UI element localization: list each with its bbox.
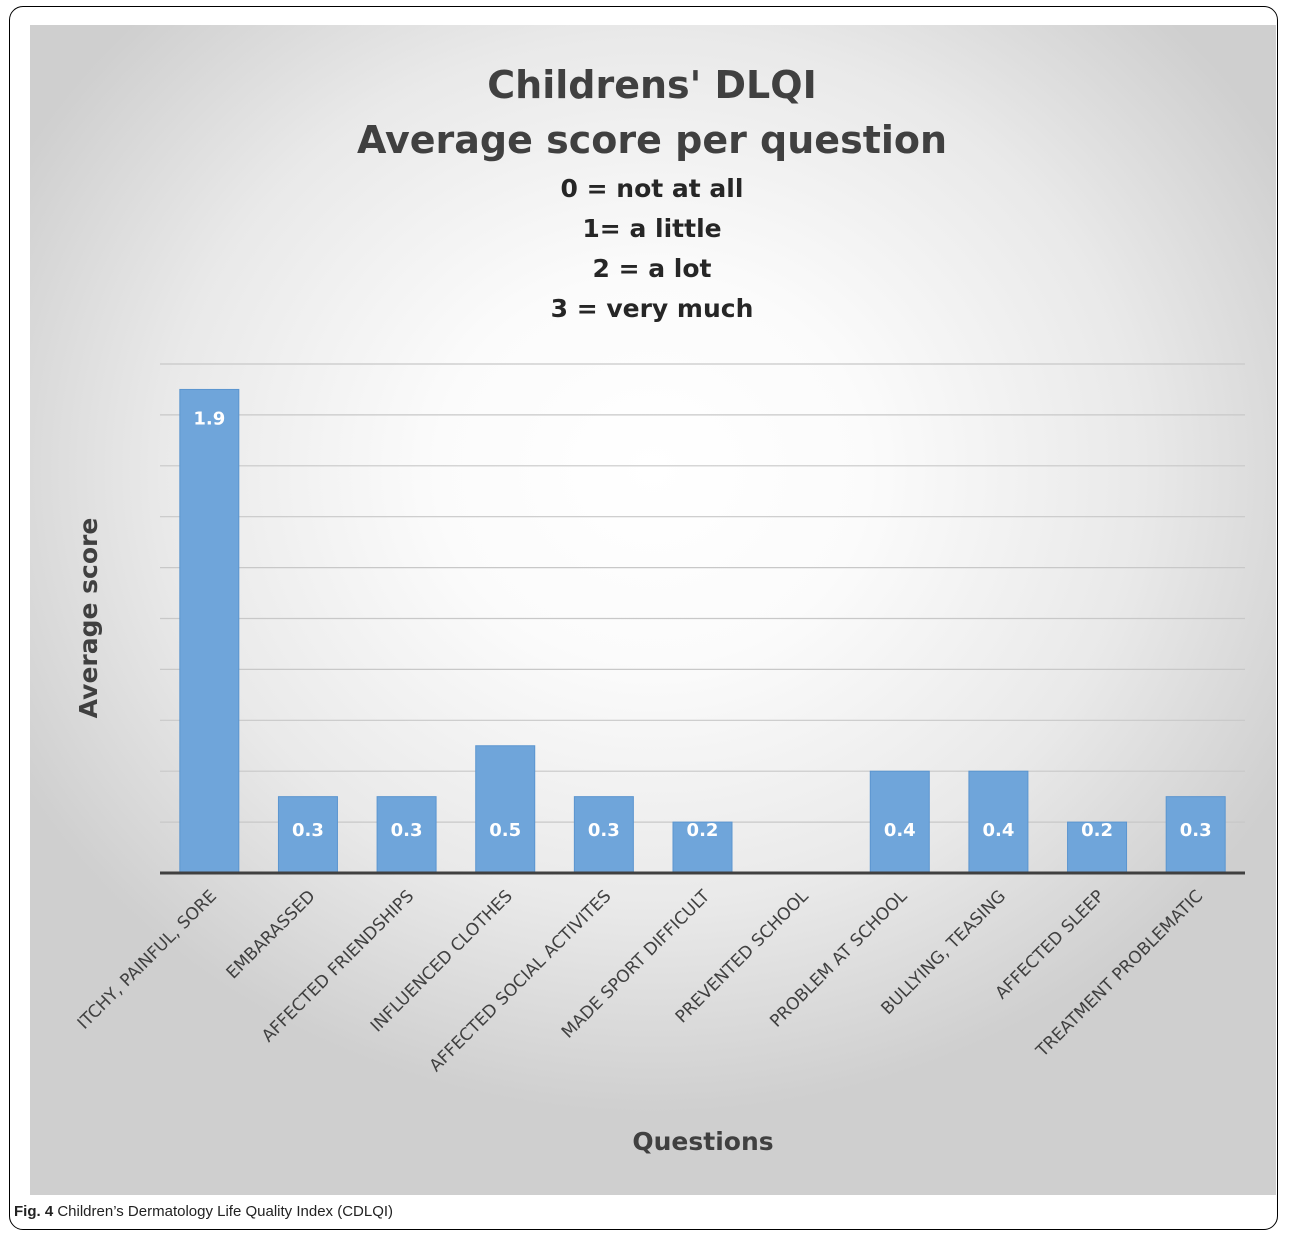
data-label: 0.4 (884, 820, 916, 841)
bar-9 (968, 770, 1029, 874)
data-label: 0.2 (687, 820, 719, 841)
caption-label: Fig. 4 (14, 1203, 54, 1220)
data-label: 0.4 (982, 820, 1014, 841)
chart-title-line-2: Average score per question (357, 118, 947, 162)
data-label: 0.3 (588, 820, 620, 841)
data-label: 0.3 (292, 820, 324, 841)
bar-1 (179, 388, 240, 874)
x-tick-label: AFFECTED SLEEP (992, 886, 1109, 1003)
data-label: 0.2 (1081, 820, 1113, 841)
chart-subtitle-line-2: 1= a little (582, 214, 721, 243)
x-tick-label: ITCHY, PAINFUL, SORE (74, 886, 221, 1033)
bar-10 (1067, 821, 1128, 874)
x-tick-label: EMBARASSED (223, 886, 320, 983)
bar-6 (672, 821, 733, 874)
chart-subtitle-line-1: 0 = not at all (561, 174, 744, 203)
x-axis-title: Questions (632, 1127, 773, 1156)
x-tick-label: AFFECTED SOCIAL ACTIVITES (426, 886, 616, 1076)
chart-subtitle-line-4: 3 = very much (551, 294, 754, 323)
bar-3 (376, 796, 437, 874)
bar-chart: Childrens' DLQI Average score per questio… (74, 63, 1245, 1156)
bar-11 (1165, 796, 1226, 874)
x-tick-label: TREATMENT PROBLEMATIC (1032, 886, 1207, 1061)
data-label: 1.9 (193, 408, 225, 429)
caption-text: Children’s Dermatology Life Quality Inde… (57, 1203, 394, 1220)
bar-4 (475, 745, 536, 874)
data-label: 0.5 (489, 820, 521, 841)
chart-subtitle-line-3: 2 = a lot (592, 254, 711, 283)
y-axis-title: Average score (74, 518, 103, 719)
figure-caption: Fig. 4 Children’s Dermatology Life Quali… (14, 1203, 393, 1220)
data-label: 0.3 (391, 820, 423, 841)
chart-title-line-1: Childrens' DLQI (487, 63, 816, 107)
data-label: 0.3 (1180, 820, 1212, 841)
